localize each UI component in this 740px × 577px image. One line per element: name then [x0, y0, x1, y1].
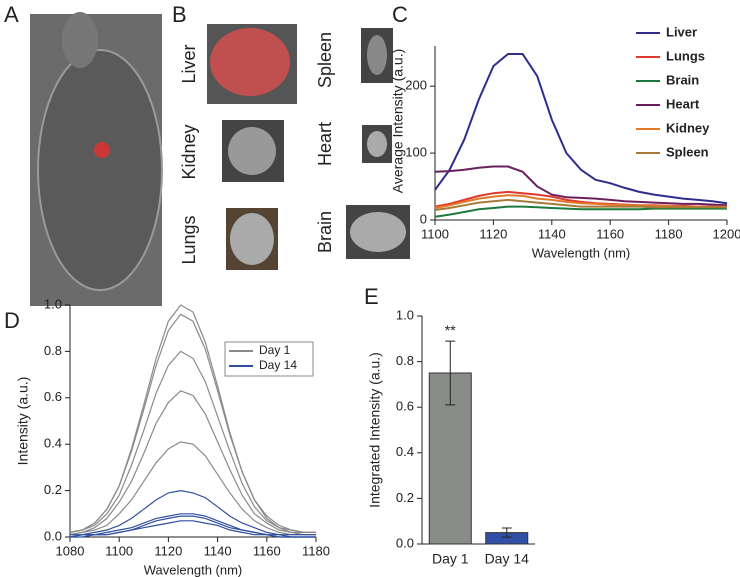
y-tick-label: 100 [405, 145, 427, 160]
y-tick-label: 0.8 [396, 353, 414, 368]
x-tick-label: 1140 [204, 543, 232, 558]
x-tick-label: 1120 [479, 226, 507, 241]
y-tick-label: 200 [405, 78, 427, 93]
x-tick-label: 1180 [655, 226, 683, 241]
y-tick-label: 0 [420, 211, 427, 226]
organ-label: Spleen [315, 32, 335, 88]
y-axis-title: Intensity (a.u.) [15, 377, 31, 466]
x-tick-label: 1160 [596, 226, 624, 241]
y-tick-label: 0.0 [44, 528, 62, 543]
legend-label: Liver [666, 24, 697, 39]
line [69, 350, 316, 533]
x-tick-label: 1100 [421, 226, 449, 241]
line [69, 304, 316, 533]
panel-label: C [392, 2, 408, 27]
y-tick-label: 0.6 [44, 389, 62, 404]
legend-label: Day 1 [259, 343, 291, 357]
line [434, 205, 727, 218]
line [434, 198, 727, 211]
line [70, 489, 316, 536]
y-tick-label: 0.2 [44, 482, 62, 497]
y-tick-label: 0.6 [396, 399, 414, 414]
error-bar [445, 340, 456, 406]
line [70, 520, 316, 538]
line [69, 313, 316, 533]
organ-label: Liver [179, 44, 199, 83]
legend-label: Day 14 [259, 358, 297, 372]
organ-label: Heart [315, 122, 335, 166]
line [434, 165, 728, 207]
error-bar [501, 527, 512, 538]
x-axis-title: Wavelength (nm) [532, 245, 631, 260]
organ-label: Kidney [179, 124, 199, 179]
line [69, 515, 316, 538]
annotation: ** [445, 322, 456, 338]
line [69, 390, 316, 536]
x-tick-label: 1120 [154, 543, 182, 558]
y-tick-label: 1.0 [44, 296, 62, 311]
x-tick-label: 1140 [538, 226, 566, 241]
x-tick-label: 1080 [56, 543, 85, 558]
legend-box [224, 341, 314, 377]
panel-label: D [4, 308, 20, 333]
x-axis-title: Wavelength (nm) [144, 562, 243, 577]
y-axis-title: Integrated Intensity (a.u.) [367, 352, 383, 508]
x-tick-label: Day 14 [485, 551, 530, 567]
organ-label: Brain [315, 211, 335, 253]
legend-label: Kidney [666, 120, 710, 135]
y-tick-label: 0.4 [44, 436, 62, 451]
panel-label: B [172, 2, 187, 27]
y-tick-label: 0.2 [396, 490, 414, 505]
x-tick-label: 1100 [105, 543, 133, 558]
line [69, 513, 316, 538]
x-tick-label: 1160 [253, 543, 281, 558]
x-tick-label: 1200 [713, 226, 740, 241]
mouse-image [30, 12, 163, 306]
y-tick-label: 1.0 [396, 307, 414, 322]
y-axis-title: Average Intensity (a.u.) [390, 49, 406, 193]
legend-label: Heart [666, 96, 700, 111]
x-tick-label: 1180 [302, 543, 330, 558]
organ-images [207, 24, 410, 270]
y-tick-label: 0.8 [44, 343, 62, 358]
line [69, 441, 316, 536]
x-tick-label: Day 1 [432, 551, 469, 567]
organ-label: Lungs [179, 215, 199, 264]
panel-label: A [4, 2, 19, 27]
y-tick-label: 0.0 [396, 535, 414, 550]
y-tick-label: 0.4 [396, 444, 414, 459]
legend-label: Lungs [666, 48, 705, 63]
line [434, 53, 728, 205]
legend-label: Brain [666, 72, 699, 87]
legend-label: Spleen [666, 144, 709, 159]
panel-label: E [364, 284, 379, 309]
